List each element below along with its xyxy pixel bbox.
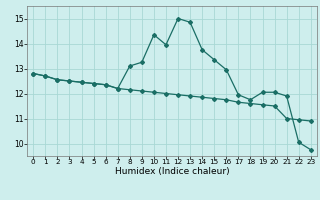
X-axis label: Humidex (Indice chaleur): Humidex (Indice chaleur): [115, 167, 229, 176]
